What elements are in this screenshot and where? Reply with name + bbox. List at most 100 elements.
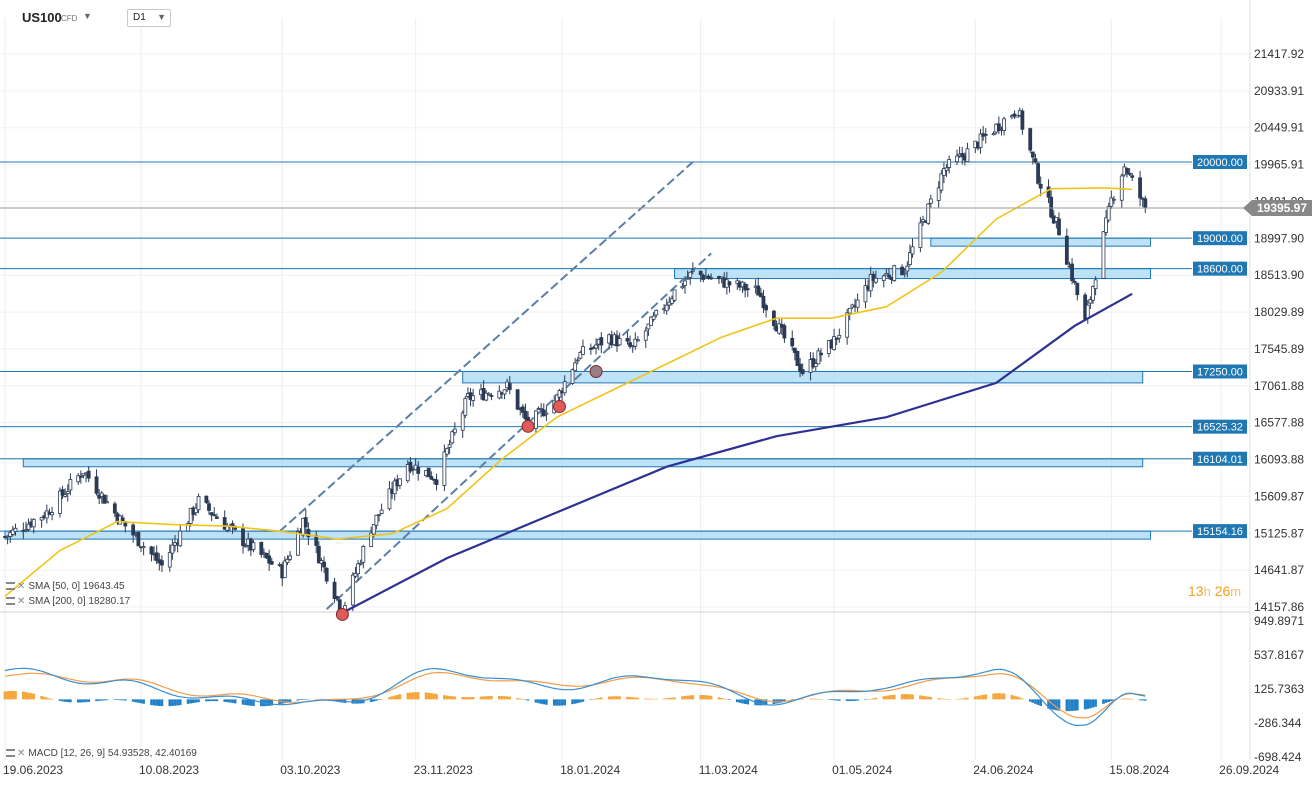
- macd-bar-positive: [681, 696, 684, 700]
- macd-bar-negative: [1065, 699, 1069, 712]
- sma50-legend[interactable]: ✕ SMA [50, 0] 19643.45: [6, 581, 125, 592]
- price-tick-label: 19965.91: [1254, 158, 1304, 172]
- candle-bear: [599, 337, 604, 346]
- macd-bar-negative: [1034, 699, 1037, 704]
- candle-bear: [625, 338, 630, 342]
- menu-icon[interactable]: [6, 749, 15, 758]
- candle-bear: [1143, 198, 1148, 209]
- candle-bear: [790, 337, 795, 347]
- timeframe-label: D1: [133, 12, 146, 23]
- macd-bar-negative: [212, 699, 216, 702]
- candle-bear: [800, 369, 805, 374]
- macd-bar-positive: [409, 692, 412, 700]
- candle-bull: [1109, 197, 1114, 207]
- macd-bar-negative: [552, 699, 556, 706]
- candle-bear: [819, 352, 823, 356]
- sma200-legend-text: SMA [200, 0] 18280.17: [28, 596, 131, 607]
- macd-bar-positive: [673, 697, 676, 700]
- macd-bar-negative: [1094, 699, 1097, 707]
- macd-bar-positive: [45, 697, 49, 700]
- candle-bull: [892, 265, 897, 282]
- macd-bar-positive: [628, 696, 632, 700]
- macd-bar-negative: [189, 699, 192, 704]
- macd-bar-positive: [398, 694, 402, 700]
- macd-bar-negative: [82, 699, 85, 703]
- macd-bar-positive: [992, 693, 995, 700]
- candle-bull: [282, 560, 287, 578]
- candle-bear: [241, 527, 245, 546]
- remove-icon[interactable]: ✕: [17, 596, 26, 607]
- macd-bar-positive: [14, 690, 17, 700]
- sr-zone: [930, 237, 1152, 247]
- candle-bear: [154, 552, 159, 561]
- time-tick-label: 15.08.2024: [1109, 763, 1169, 777]
- macd-bar-negative: [61, 699, 64, 702]
- macd-histogram: [3, 690, 1147, 712]
- macd-bar-positive: [887, 695, 891, 700]
- candle-bull: [965, 148, 970, 162]
- candle-bull: [863, 285, 868, 303]
- candle-bull: [855, 299, 860, 308]
- candle-bull: [1088, 299, 1093, 304]
- candle-bear: [209, 512, 214, 516]
- macd-bar-positive: [942, 698, 946, 700]
- price-tick-label: 17061.88: [1254, 379, 1304, 393]
- sma200-legend[interactable]: ✕ SMA [200, 0] 18280.17: [6, 596, 130, 607]
- candle-bear: [1072, 281, 1077, 283]
- time-axis: 19.06.2023 10.08.2023 03.10.2023 23.11.2023…: [3, 763, 1280, 777]
- pivot-marker: [335, 607, 349, 621]
- macd-bar-positive: [1123, 698, 1126, 700]
- candle-bear: [1049, 196, 1054, 218]
- macd-bar-negative: [534, 699, 538, 703]
- menu-icon[interactable]: [6, 582, 15, 591]
- candle-bear: [745, 288, 750, 291]
- macd-bar-negative: [95, 699, 98, 702]
- level-label: 18600.00: [1197, 264, 1243, 276]
- candle-bull: [361, 546, 366, 563]
- macd-bar-negative: [231, 699, 234, 703]
- candle-bull: [497, 390, 502, 399]
- macd-bar-positive: [6, 691, 9, 700]
- candle-bull: [942, 168, 946, 176]
- macd-bar-negative: [121, 699, 124, 701]
- macd-bar-negative: [210, 699, 213, 702]
- symbol-dropdown-icon[interactable]: ▼: [83, 11, 92, 21]
- candle-bear: [102, 494, 107, 504]
- macd-bar-negative: [524, 699, 527, 700]
- symbol-name[interactable]: US100: [22, 10, 62, 25]
- candle-bear: [628, 342, 632, 347]
- candle-bull: [353, 572, 358, 577]
- macd-bar-negative: [738, 699, 742, 703]
- macd-tick-label: -286.344: [1254, 716, 1302, 730]
- macd-bar-positive: [921, 695, 925, 700]
- time-tick-label: 19.06.2023: [3, 763, 63, 777]
- candle-bear: [489, 395, 494, 397]
- macd-bar-positive: [618, 696, 621, 700]
- candle-bull: [651, 315, 656, 320]
- trend-line: [278, 161, 694, 533]
- candle-bull: [683, 280, 687, 286]
- menu-icon[interactable]: [6, 597, 15, 606]
- macd-bar-positive: [940, 698, 943, 700]
- candle-bear: [1057, 218, 1061, 236]
- level-label: 16525.32: [1197, 422, 1243, 434]
- candle-bull: [288, 555, 292, 560]
- remove-icon[interactable]: ✕: [17, 581, 26, 592]
- candle-bear: [212, 514, 217, 517]
- timeframe-select[interactable]: D1 ▼: [127, 9, 171, 27]
- macd-bar-positive: [432, 693, 436, 700]
- macd-bar-positive: [722, 698, 726, 700]
- macd-bar-negative: [103, 699, 106, 701]
- candle-bear: [758, 292, 763, 298]
- candle-bull: [1112, 198, 1116, 201]
- macd-legend[interactable]: ✕ MACD [12, 26, 9] 54.93528, 42.40169: [6, 748, 197, 759]
- macd-bar-positive: [997, 693, 1001, 700]
- candle-bull: [534, 410, 538, 429]
- remove-icon[interactable]: ✕: [17, 748, 26, 759]
- macd-bar-negative: [228, 699, 232, 703]
- macd-bar-negative: [589, 699, 593, 700]
- time-tick-label: 18.01.2024: [560, 763, 620, 777]
- candle-bull: [926, 203, 931, 224]
- candle-bear: [86, 470, 91, 479]
